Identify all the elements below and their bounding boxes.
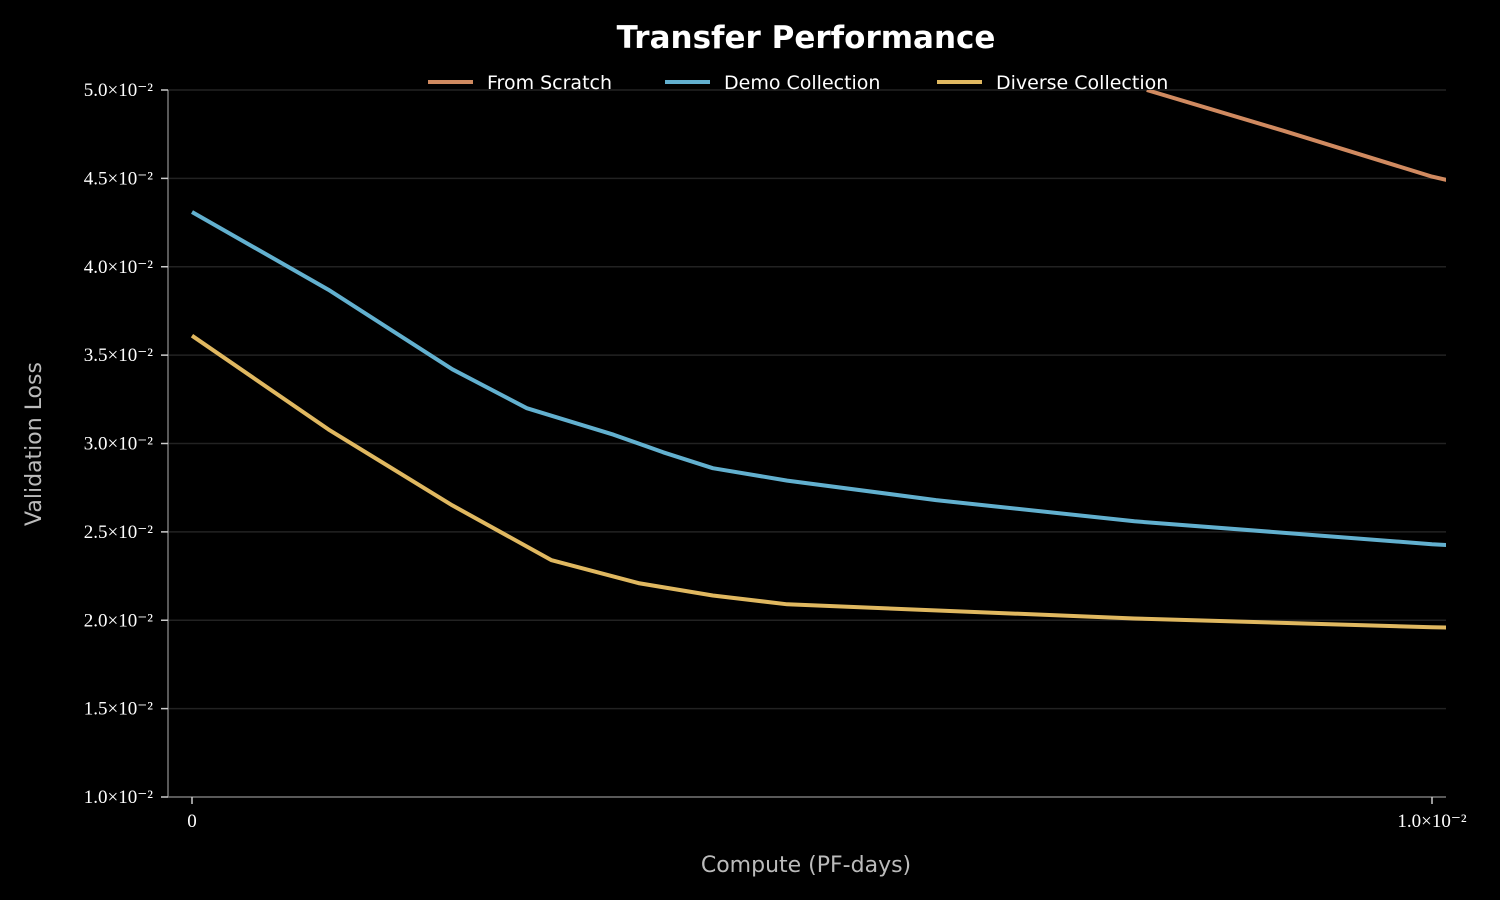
y-tick-label: 2.5×10⁻² bbox=[84, 522, 153, 543]
legend: From Scratch Demo Collection Diverse Colle… bbox=[428, 72, 1168, 94]
x-tick-label: 0 bbox=[187, 811, 197, 832]
y-tick-label: 3.5×10⁻² bbox=[84, 345, 153, 366]
legend-label: Demo Collection bbox=[724, 72, 880, 94]
legend-label: Diverse Collection bbox=[996, 72, 1168, 94]
y-tick-label: 1.0×10⁻² bbox=[84, 787, 153, 808]
y-tick-label: 2.0×10⁻² bbox=[84, 610, 153, 631]
y-tick-label: 4.5×10⁻² bbox=[84, 168, 153, 189]
ticks: 1.0×10⁻² 1.5×10⁻² 2.0×10⁻² 2.5×10⁻² 3.0×10⁻²… bbox=[84, 80, 1467, 832]
x-axis-label: Compute (PF-days) bbox=[701, 853, 911, 878]
series-line-from-scratch bbox=[1146, 90, 1446, 182]
y-tick-label: 1.5×10⁻² bbox=[84, 699, 153, 720]
series-lines bbox=[190, 90, 1446, 630]
grid bbox=[168, 89, 1446, 710]
y-tick-label: 4.0×10⁻² bbox=[84, 257, 153, 278]
y-axis-label: Validation Loss bbox=[22, 362, 47, 526]
x-tick-label: 1.0×10⁻² bbox=[1397, 811, 1466, 832]
legend-label: From Scratch bbox=[487, 72, 612, 94]
y-tick-label: 3.0×10⁻² bbox=[84, 434, 153, 455]
series-line-diverse-collection bbox=[190, 334, 1446, 630]
chart-title: Transfer Performance bbox=[617, 20, 996, 56]
series-line-demo-collection bbox=[191, 210, 1446, 547]
y-tick-label: 5.0×10⁻² bbox=[84, 80, 153, 101]
